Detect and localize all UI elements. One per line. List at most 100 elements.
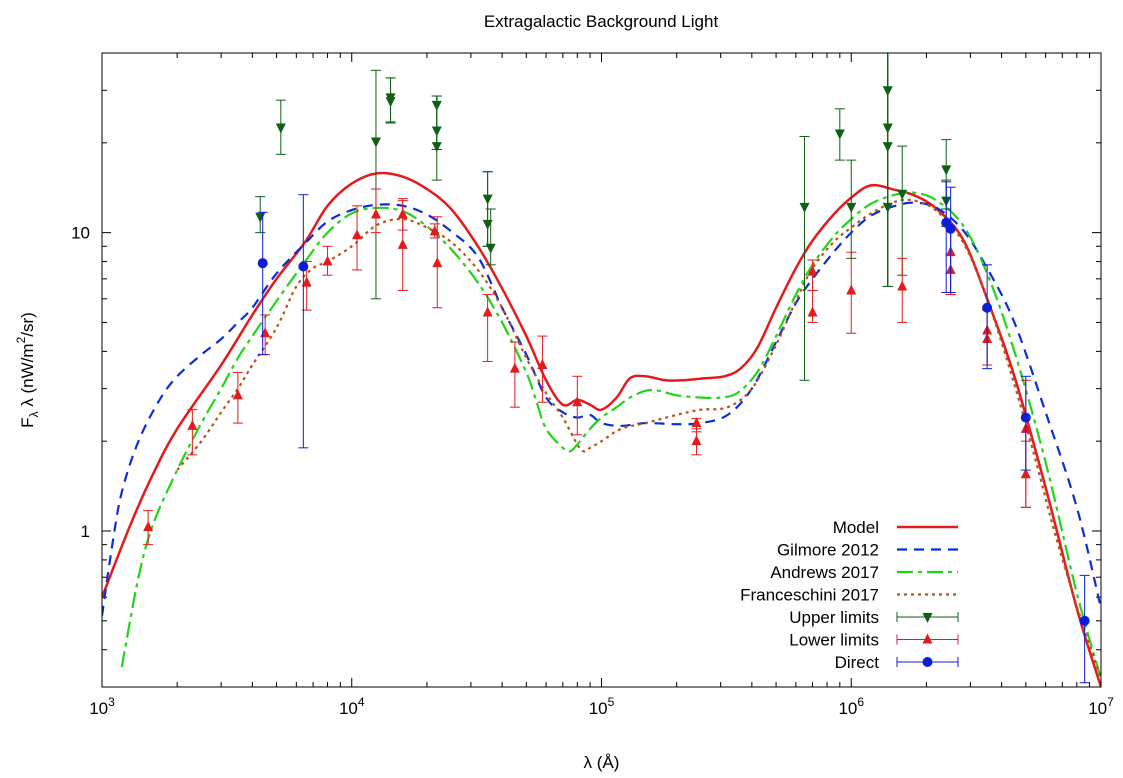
- upper-limits-marker: [485, 243, 496, 254]
- lower-limits-marker: [509, 362, 520, 373]
- y-axis-title: Fλ λ (nW/m2/sr): [14, 312, 41, 428]
- series-line-model: [102, 171, 1101, 687]
- lower-limits-marker: [846, 284, 857, 295]
- plot-frame: [101, 52, 1102, 688]
- lower-limits-point: [807, 289, 818, 323]
- upper-limits-marker: [799, 202, 810, 213]
- upper-limits-point: [485, 208, 496, 266]
- lower-limits-marker: [572, 396, 583, 407]
- tick-marks: [101, 52, 1102, 688]
- upper-limits-point: [370, 69, 381, 300]
- series-line-andrews-2017: [120, 191, 1101, 679]
- lower-limits-point: [370, 188, 381, 234]
- lower-limits-point: [187, 409, 198, 456]
- lower-limits-marker: [897, 280, 908, 291]
- legend-marker: [922, 633, 933, 644]
- upper-limits-point: [385, 77, 396, 123]
- lower-limits-marker: [232, 389, 243, 400]
- lower-limits-marker: [807, 265, 818, 276]
- x-tick-label: 105: [589, 695, 615, 718]
- series-lines: [102, 171, 1101, 687]
- lower-limits-marker: [432, 257, 443, 268]
- upper-limits-point: [255, 196, 266, 234]
- lower-limits-point: [322, 245, 333, 276]
- chart-title: Extragalactic Background Light: [484, 12, 719, 31]
- legend-label: Andrews 2017: [770, 563, 879, 582]
- x-tick-label: 107: [1088, 695, 1114, 718]
- lower-limits-marker: [187, 419, 198, 430]
- legend-item-direct: Direct: [835, 653, 959, 672]
- y-tick-label: 1: [81, 522, 90, 541]
- x-tick-label: 103: [89, 695, 115, 718]
- legend-label: Upper limits: [789, 608, 879, 627]
- error-bar-points: [143, 52, 1090, 684]
- legend-marker: [922, 657, 933, 667]
- lower-limits-point: [482, 294, 493, 362]
- lower-limits-point: [537, 335, 548, 403]
- direct-point: [982, 264, 993, 370]
- lower-limits-point: [432, 216, 443, 309]
- legend: Model Gilmore 2012 Andrews 2017 Franceschin…: [740, 518, 959, 672]
- upper-limits-marker: [482, 219, 493, 230]
- direct-point: [298, 194, 309, 449]
- upper-limits-point: [431, 95, 442, 181]
- lower-limits-point: [143, 510, 154, 546]
- x-tick-label: 106: [838, 695, 864, 718]
- x-tick-label: 104: [339, 695, 365, 718]
- lower-limits-point: [807, 259, 818, 291]
- legend-item-upper-limits: Upper limits: [789, 608, 959, 627]
- lower-limits-point: [260, 314, 271, 356]
- lower-limits-point: [232, 371, 243, 424]
- lower-limits-point: [352, 205, 363, 271]
- lower-limits-point: [846, 251, 857, 334]
- legend-label: Lower limits: [789, 631, 879, 650]
- direct-marker: [982, 302, 993, 313]
- y-tick-label: 10: [71, 224, 90, 243]
- lower-limits-marker: [482, 306, 493, 317]
- direct-marker: [298, 261, 309, 272]
- lower-limits-point: [572, 375, 583, 436]
- lower-limits-point: [691, 428, 702, 456]
- upper-limits-marker: [834, 129, 845, 140]
- upper-limits-marker: [385, 93, 396, 104]
- lower-limits-marker: [370, 208, 381, 219]
- lower-limits-marker: [301, 276, 312, 287]
- lower-limits-point: [397, 198, 408, 291]
- x-axis-title: λ (Å): [584, 753, 620, 772]
- legend-label: Franceschini 2017: [740, 586, 879, 605]
- legend-item-lower-limits: Lower limits: [789, 631, 959, 650]
- upper-limits-marker: [255, 212, 266, 223]
- direct-point: [1079, 574, 1090, 684]
- upper-limits-marker: [897, 189, 908, 200]
- direct-marker: [945, 223, 956, 234]
- direct-marker: [257, 258, 268, 269]
- lower-limits-marker: [691, 417, 702, 428]
- upper-limits-marker: [370, 137, 381, 148]
- upper-limits-marker: [431, 142, 442, 153]
- legend-marker: [922, 613, 933, 623]
- lower-limits-marker: [691, 435, 702, 446]
- upper-limits-marker: [882, 202, 893, 213]
- upper-limits-marker: [275, 123, 286, 134]
- lower-limits-marker: [352, 229, 363, 240]
- lower-limits-marker: [397, 238, 408, 249]
- series-line-franceschini-2017: [176, 198, 1101, 679]
- direct-point: [1020, 375, 1031, 471]
- lower-limits-marker: [143, 521, 154, 532]
- legend-label: Gilmore 2012: [777, 541, 879, 560]
- lower-limits-marker: [537, 359, 548, 370]
- upper-limits-point: [275, 99, 286, 155]
- lower-limits-marker: [322, 255, 333, 266]
- upper-limits-point: [846, 159, 857, 259]
- direct-point: [257, 211, 268, 356]
- legend-item-gilmore-2012: Gilmore 2012: [777, 541, 958, 560]
- legend-label: Direct: [835, 653, 880, 672]
- upper-limits-marker: [846, 202, 857, 213]
- legend-label: Model: [833, 518, 879, 537]
- direct-marker: [1079, 615, 1090, 626]
- direct-marker: [1020, 412, 1031, 423]
- upper-limits-point: [799, 135, 810, 381]
- upper-limits-point: [834, 108, 845, 161]
- series-line-gilmore-2012: [102, 201, 1101, 616]
